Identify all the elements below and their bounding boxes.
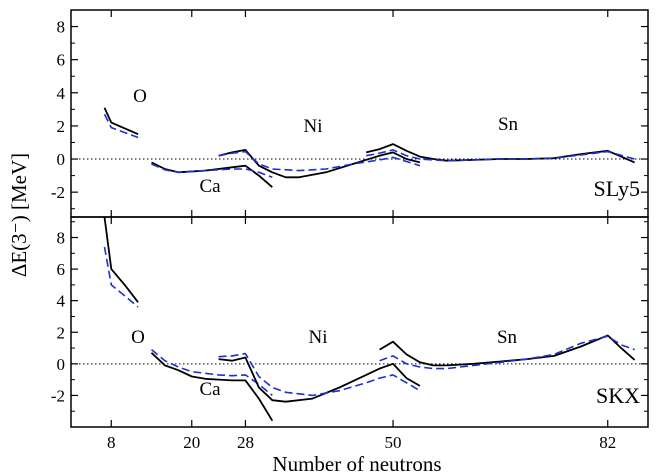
series-solid-2 [150,352,274,422]
region-label-o: O [131,327,145,348]
series-solid-4 [218,149,421,179]
y-tick-label: 0 [57,150,66,169]
series-dashed-7 [379,335,635,370]
x-tick-label: 82 [599,433,616,452]
panel-sly5: -2 0 2 4 6 8 O Ca Ni Sn SLy5 [51,9,649,218]
region-label-ni: Ni [304,116,323,137]
y-tick-label: 4 [57,292,66,311]
model-label: SLy5 [594,176,640,201]
panel-skx: -2 0 2 4 6 8 8 20 28 50 82 O Ca Ni Sn SKX [51,216,649,452]
y-tick-label: -2 [51,183,65,202]
panel-frame [70,9,649,218]
x-axis-title: Number of neutrons [272,452,441,475]
y-tick-label: 2 [57,117,66,136]
x-tick-label: 8 [107,433,116,452]
series-dashed-1 [103,113,139,139]
panel-frame [70,216,649,428]
region-label-ni: Ni [309,327,328,348]
series-solid-0 [103,217,139,303]
panels: -2 0 2 4 6 8 O Ca Ni Sn SLy5 -2 0 2 4 6 8 8 20 28 50 82 O Ca Ni S… [51,9,649,452]
region-label-ca: Ca [199,176,221,197]
x-tick-label: 50 [385,433,402,452]
y-tick-label: 4 [57,84,66,103]
y-axis-title: ΔE(3⁻) [MeV] [7,153,31,277]
region-label-sn: Sn [497,327,518,348]
series-group [103,217,636,422]
series-dashed-5 [218,150,421,172]
model-label: SKX [596,383,640,408]
y-tick-label: -2 [51,386,65,405]
series-dashed-7 [366,149,635,162]
y-tick-label: 6 [57,51,66,70]
series-solid-4 [218,356,421,403]
series-dashed-3 [150,348,273,397]
y-tick-label: 8 [57,18,66,37]
region-label-ca: Ca [199,379,221,400]
series-solid-0 [103,107,139,136]
series-dashed-3 [151,163,273,179]
region-label-o: O [133,86,147,107]
series-group [103,107,635,188]
x-tick-label: 28 [237,433,254,452]
y-tick-label: 8 [57,229,66,248]
series-dashed-5 [218,352,421,397]
series-dashed-1 [103,246,139,308]
x-tick-label: 20 [183,433,200,452]
y-tick-label: 6 [57,260,66,279]
y-tick-label: 0 [57,355,66,374]
region-label-sn: Sn [498,114,519,135]
y-tick-label: 2 [57,323,66,342]
